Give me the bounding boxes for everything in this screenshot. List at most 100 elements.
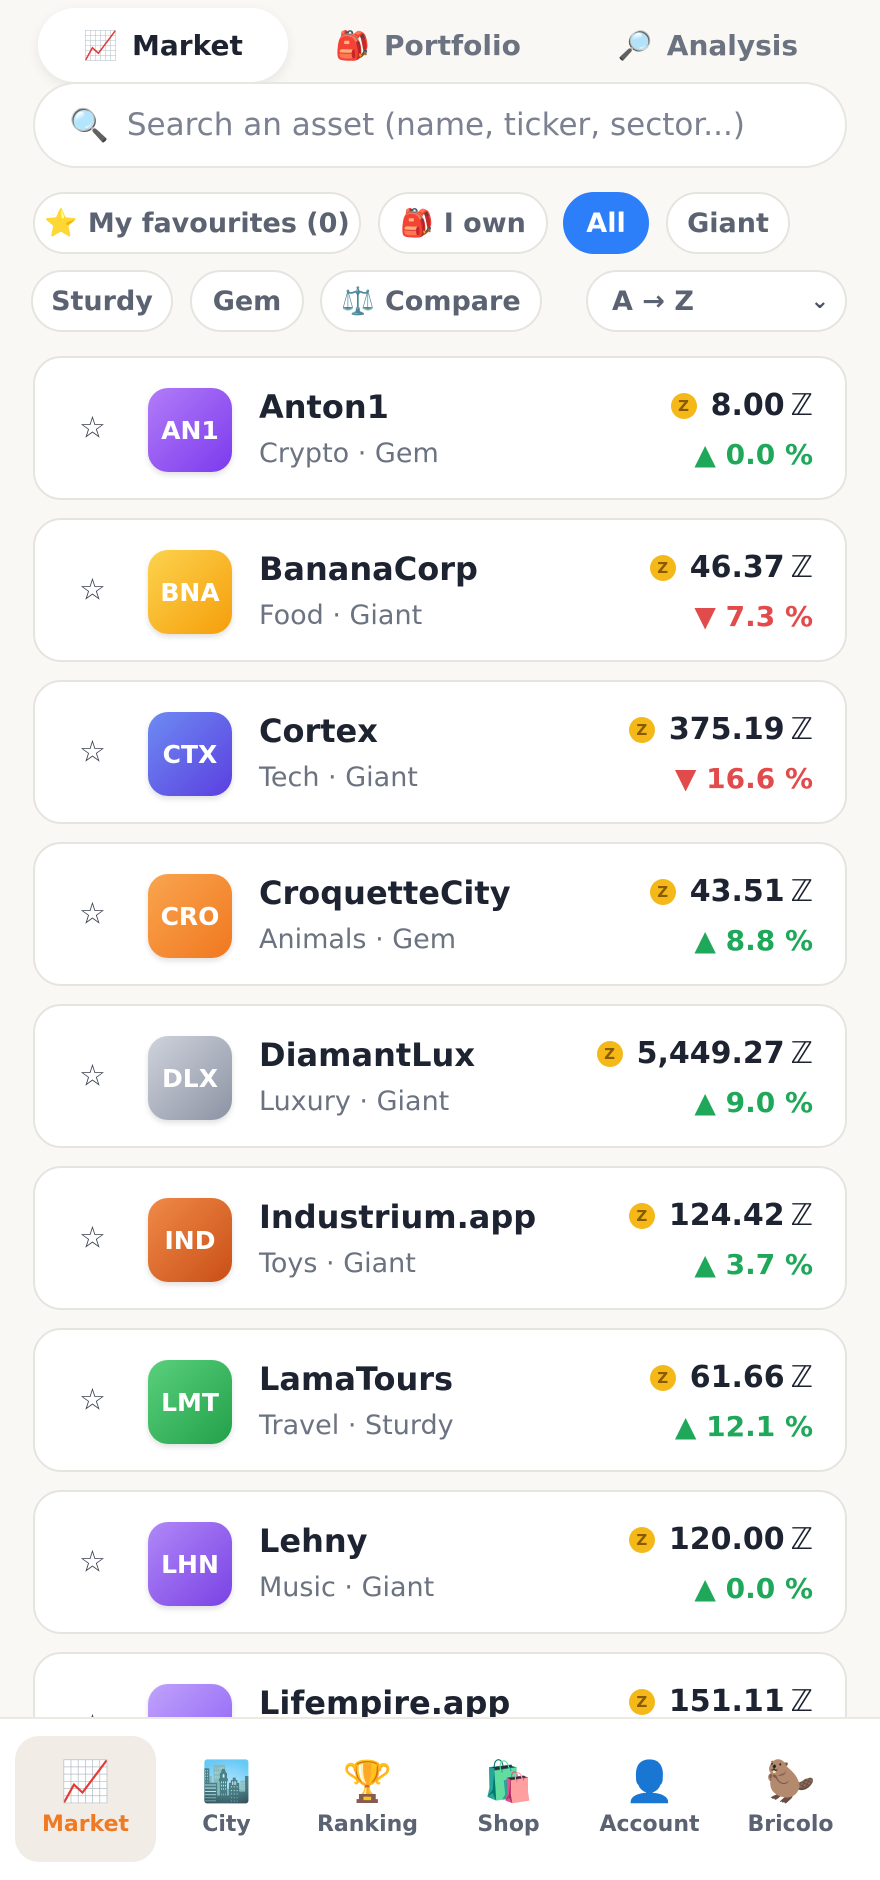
- asset-meta: Animals · Gem: [259, 924, 457, 955]
- asset-card[interactable]: ☆ DLX DiamantLux Luxury · Giant Z 5,449.…: [33, 1004, 847, 1148]
- filter-my-favourites[interactable]: ⭐ My favourites (0): [33, 192, 361, 254]
- currency-symbol: ℤ: [790, 550, 813, 585]
- price-value: 61.66: [689, 1360, 785, 1395]
- tab-portfolio[interactable]: 🎒 Portfolio: [288, 8, 568, 82]
- price-change: ▲ 3.7 %: [694, 1248, 813, 1281]
- chart-icon: 📈: [83, 28, 119, 62]
- search-icon: 🔍: [69, 106, 109, 144]
- compare-label: Compare: [384, 285, 521, 317]
- currency-symbol: ℤ: [790, 1198, 813, 1233]
- asset-logo: BNA: [148, 550, 232, 634]
- price-value: 151.11: [668, 1684, 785, 1717]
- asset-meta: Crypto · Gem: [259, 438, 439, 469]
- asset-logo: IND: [148, 1198, 232, 1282]
- backpack-icon: 🎒: [335, 28, 371, 62]
- asset-meta: Luxury · Giant: [259, 1086, 450, 1117]
- asset-price: Z 151.11 ℤ: [628, 1684, 813, 1717]
- chart-icon: 📈: [60, 1758, 111, 1805]
- tab-portfolio-label: Portfolio: [384, 28, 521, 62]
- currency-symbol: ℤ: [790, 1684, 813, 1717]
- nav-ranking-label: Ranking: [316, 1811, 419, 1837]
- nav-bricolo[interactable]: 🦫 Bricolo: [720, 1736, 861, 1862]
- asset-card[interactable]: ☆ LFE Lifempire.app Z 151.11 ℤ: [33, 1652, 847, 1717]
- shopping-bag-icon: 🛍️: [483, 1758, 534, 1805]
- filter-giant-label: Giant: [687, 207, 769, 239]
- asset-name: Lifempire.app: [259, 1684, 511, 1717]
- filter-gem-label: Gem: [212, 285, 282, 317]
- asset-price: Z 61.66 ℤ: [649, 1360, 813, 1395]
- price-change: ▲ 0.0 %: [694, 438, 813, 471]
- filter-all-label: All: [586, 207, 626, 239]
- asset-card[interactable]: ☆ CRO CroquetteCity Animals · Gem Z 43.5…: [33, 842, 847, 986]
- filter-all[interactable]: All: [563, 192, 649, 254]
- price-change: ▲ 9.0 %: [694, 1086, 813, 1119]
- asset-logo: LFE: [148, 1684, 232, 1717]
- asset-name: Lehny: [259, 1522, 368, 1560]
- asset-name: Cortex: [259, 712, 378, 750]
- beaver-icon: 🦫: [765, 1758, 816, 1805]
- asset-price: Z 375.19 ℤ: [628, 712, 813, 747]
- price-value: 5,449.27: [636, 1036, 785, 1071]
- sort-value: A → Z: [612, 285, 694, 317]
- nav-market-label: Market: [41, 1811, 130, 1837]
- currency-symbol: ℤ: [790, 1036, 813, 1071]
- chevron-down-icon: ⌄: [810, 288, 829, 314]
- person-icon: 👤: [624, 1758, 675, 1805]
- asset-logo: AN1: [148, 388, 232, 472]
- asset-price: Z 5,449.27 ℤ: [596, 1036, 813, 1071]
- asset-name: BananaCorp: [259, 550, 478, 588]
- favourite-star-icon[interactable]: ☆: [79, 1220, 106, 1256]
- asset-card[interactable]: ☆ IND Industrium.app Toys · Giant Z 124.…: [33, 1166, 847, 1310]
- asset-logo: LHN: [148, 1522, 232, 1606]
- search-bar[interactable]: 🔍: [33, 82, 847, 168]
- asset-card[interactable]: ☆ LMT LamaTours Travel · Sturdy Z 61.66 …: [33, 1328, 847, 1472]
- favourite-star-icon[interactable]: ☆: [79, 410, 106, 446]
- tab-market[interactable]: 📈 Market: [38, 8, 288, 82]
- coin-icon: Z: [649, 878, 676, 905]
- star-icon: ⭐: [44, 208, 78, 239]
- filter-sturdy[interactable]: Sturdy: [31, 270, 173, 332]
- nav-market[interactable]: 📈 Market: [15, 1736, 156, 1862]
- top-tab-bar: 📈 Market 🎒 Portfolio 🔎 Analysis: [38, 8, 848, 82]
- price-change: ▼ 7.3 %: [694, 600, 813, 633]
- nav-ranking[interactable]: 🏆 Ranking: [297, 1736, 438, 1862]
- coin-icon: Z: [649, 554, 676, 581]
- asset-price: Z 120.00 ℤ: [628, 1522, 813, 1557]
- tab-analysis[interactable]: 🔎 Analysis: [568, 8, 848, 82]
- sort-select[interactable]: A → Z ⌄: [586, 270, 847, 332]
- filter-gem[interactable]: Gem: [190, 270, 304, 332]
- asset-card[interactable]: ☆ LHN Lehny Music · Giant Z 120.00 ℤ ▲ 0…: [33, 1490, 847, 1634]
- favourite-star-icon[interactable]: ☆: [79, 572, 106, 608]
- asset-name: Industrium.app: [259, 1198, 537, 1236]
- filter-i-own[interactable]: 🎒 I own: [378, 192, 548, 254]
- price-value: 120.00: [668, 1522, 785, 1557]
- asset-card[interactable]: ☆ CTX Cortex Tech · Giant Z 375.19 ℤ ▼ 1…: [33, 680, 847, 824]
- tab-market-label: Market: [132, 28, 243, 62]
- asset-card[interactable]: ☆ AN1 Anton1 Crypto · Gem Z 8.00 ℤ ▲ 0.0…: [33, 356, 847, 500]
- backpack-icon: 🎒: [400, 208, 434, 239]
- favourite-star-icon[interactable]: ☆: [79, 1382, 106, 1418]
- search-input[interactable]: [126, 107, 807, 143]
- asset-card[interactable]: ☆ BNA BananaCorp Food · Giant Z 46.37 ℤ …: [33, 518, 847, 662]
- asset-name: CroquetteCity: [259, 874, 511, 912]
- nav-city[interactable]: 🏙️ City: [156, 1736, 297, 1862]
- favourite-star-icon[interactable]: ☆: [79, 734, 106, 770]
- compare-button[interactable]: ⚖️ Compare: [320, 270, 542, 332]
- nav-account[interactable]: 👤 Account: [579, 1736, 720, 1862]
- asset-price: Z 124.42 ℤ: [628, 1198, 813, 1233]
- price-value: 46.37: [689, 550, 785, 585]
- asset-name: LamaTours: [259, 1360, 454, 1398]
- asset-name: DiamantLux: [259, 1036, 475, 1074]
- currency-symbol: ℤ: [790, 388, 813, 423]
- favourite-star-icon[interactable]: ☆: [79, 1058, 106, 1094]
- favourite-star-icon[interactable]: ☆: [79, 1544, 106, 1580]
- currency-symbol: ℤ: [790, 712, 813, 747]
- favourite-star-icon[interactable]: ☆: [79, 896, 106, 932]
- favourite-star-icon[interactable]: ☆: [79, 1709, 106, 1718]
- asset-logo: DLX: [148, 1036, 232, 1120]
- trophy-icon: 🏆: [342, 1758, 393, 1805]
- price-change: ▲ 8.8 %: [694, 924, 813, 957]
- nav-shop[interactable]: 🛍️ Shop: [438, 1736, 579, 1862]
- asset-name: Anton1: [259, 388, 389, 426]
- filter-giant[interactable]: Giant: [666, 192, 790, 254]
